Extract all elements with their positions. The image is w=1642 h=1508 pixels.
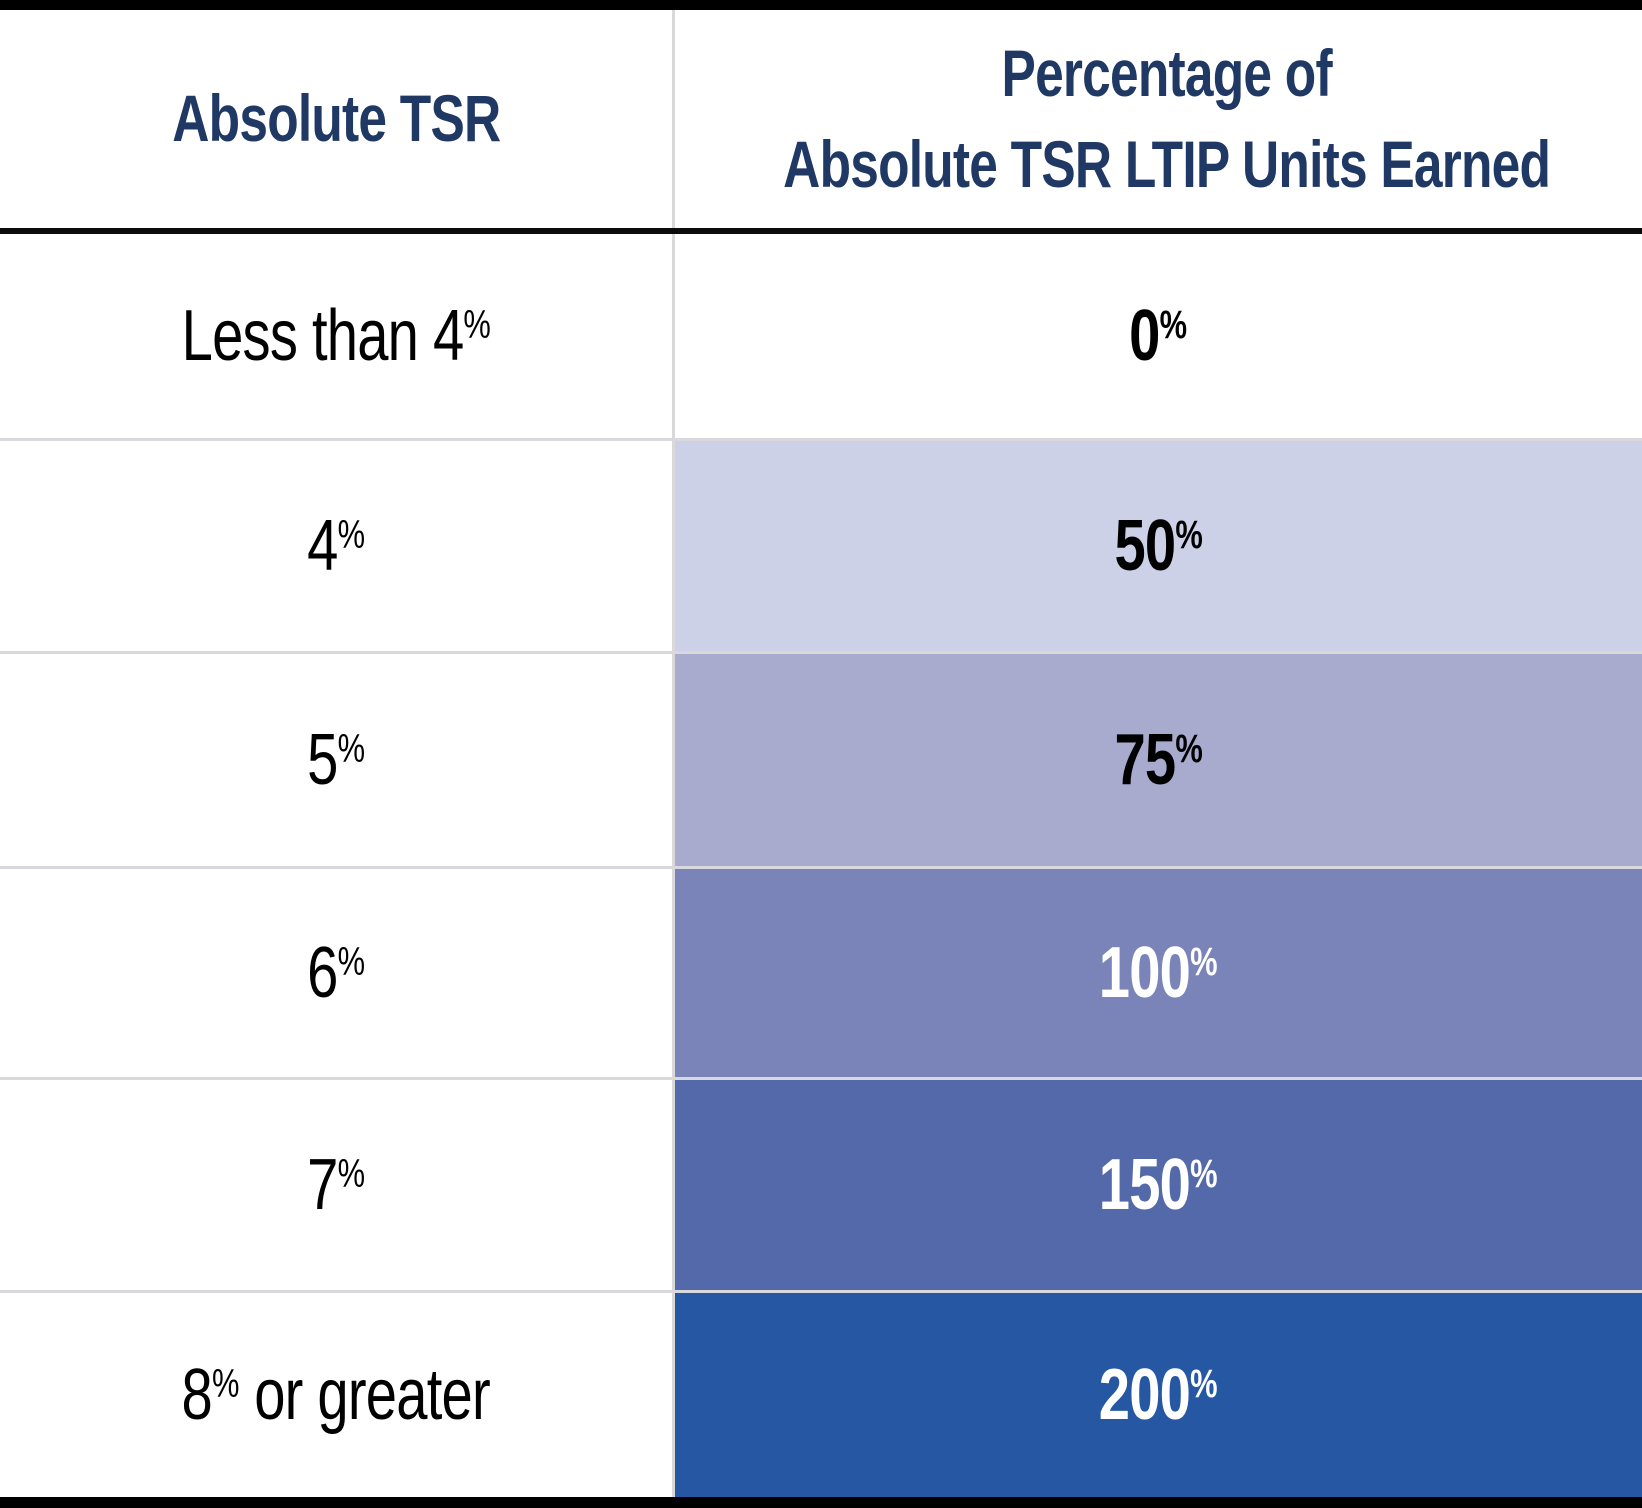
column-divider	[672, 869, 675, 1077]
earned-cell: 50%	[675, 441, 1642, 651]
col-header-percentage-earned-label: Percentage of Absolute TSR LTIP Units Ea…	[783, 28, 1551, 210]
horizontal-grid-line	[0, 866, 1642, 869]
col-header-absolute-tsr-label: Absolute TSR	[171, 81, 501, 156]
tsr-cell: Less than 4%	[0, 234, 672, 438]
tsr-cell: 7%	[0, 1080, 672, 1290]
table-row-4: 4% 50%	[0, 441, 1642, 651]
tsr-cell: 6%	[0, 869, 672, 1077]
horizontal-grid-line	[0, 1077, 1642, 1080]
column-divider	[672, 654, 675, 866]
col-header-percentage-earned: Percentage of Absolute TSR LTIP Units Ea…	[675, 10, 1642, 228]
earned-cell: 200%	[675, 1293, 1642, 1497]
earned-cell: 100%	[675, 869, 1642, 1077]
header-line-2: Absolute TSR LTIP Units Earned	[783, 127, 1551, 201]
table-row-8-or-greater: 8% or greater 200%	[0, 1293, 1642, 1497]
horizontal-grid-line	[0, 438, 1642, 441]
tsr-cell: 4%	[0, 441, 672, 651]
column-divider	[672, 10, 675, 228]
tsr-cell: 5%	[0, 654, 672, 866]
earned-cell: 0%	[675, 234, 1642, 438]
col-header-absolute-tsr: Absolute TSR	[0, 10, 672, 228]
header-row: Absolute TSR Percentage of Absolute TSR …	[0, 10, 1642, 228]
bottom-border-bar	[0, 1497, 1642, 1508]
column-divider	[672, 1293, 675, 1497]
column-divider	[672, 234, 675, 438]
column-divider	[672, 1080, 675, 1290]
earned-cell: 150%	[675, 1080, 1642, 1290]
table-row-6: 6% 100%	[0, 869, 1642, 1077]
top-border-bar	[0, 0, 1642, 10]
table-row-7: 7% 150%	[0, 1080, 1642, 1290]
header-line-1: Percentage of	[1001, 35, 1333, 110]
earned-cell: 75%	[675, 654, 1642, 866]
table-row-5: 5% 75%	[0, 654, 1642, 866]
tsr-cell: 8% or greater	[0, 1293, 672, 1497]
column-divider	[672, 441, 675, 651]
horizontal-grid-line	[0, 651, 1642, 654]
horizontal-grid-line	[0, 1290, 1642, 1293]
header-separator-line	[0, 228, 1642, 234]
table-row-less-than-4: Less than 4% 0%	[0, 234, 1642, 438]
